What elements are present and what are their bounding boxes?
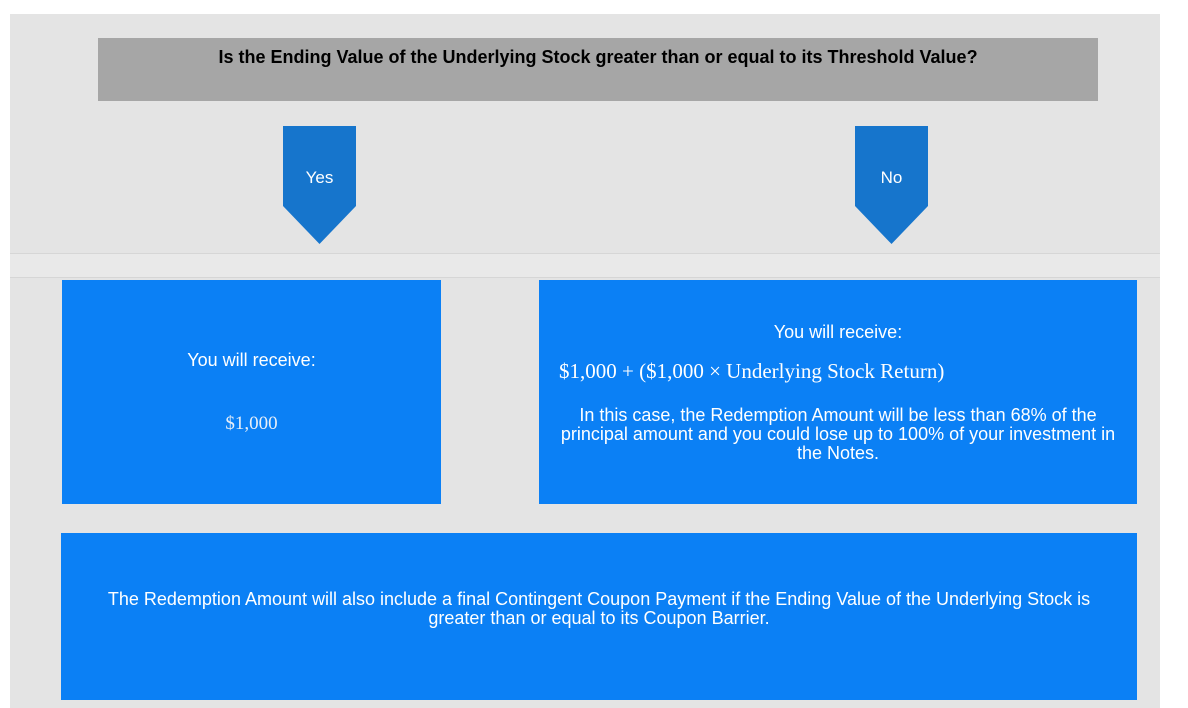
footer-box: The Redemption Amount will also include … xyxy=(61,533,1137,700)
question: Is the Ending Value of the Underlying St… xyxy=(98,38,1098,101)
yes-amount: $1,000 xyxy=(225,412,278,434)
yes-arrow xyxy=(283,126,356,244)
yes-box: You will receive: $1,000 xyxy=(62,280,441,504)
no-box: You will receive: $1,000 + ($1,000 × Und… xyxy=(539,280,1137,504)
no-formula: $1,000 + ($1,000 × Underlying Stock Retu… xyxy=(559,358,945,383)
divider xyxy=(10,253,1160,278)
no-note: In this case, the Redemption Amount will… xyxy=(560,404,1116,463)
no-label: No xyxy=(880,168,903,187)
yes-heading: You will receive: xyxy=(187,349,316,370)
no-arrow xyxy=(855,126,928,244)
yes-label: Yes xyxy=(305,168,334,187)
no-heading: You will receive: xyxy=(773,321,903,342)
footer-text: The Redemption Amount will also include … xyxy=(107,588,1091,628)
